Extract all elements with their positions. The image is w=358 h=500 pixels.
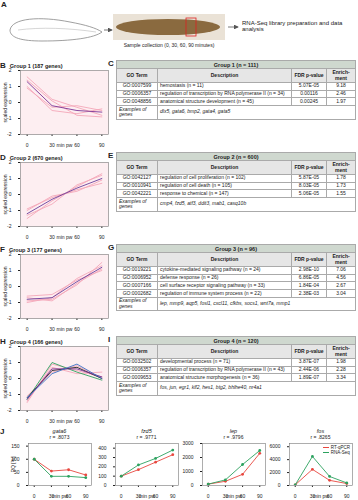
svg-text:min pw: min pw [52,493,68,499]
svg-text:2000: 2000 [182,454,193,460]
svg-text:0: 0 [26,142,29,148]
svg-text:90: 90 [99,234,105,240]
svg-text:300: 300 [98,454,107,460]
svg-text:90: 90 [257,493,263,499]
svg-text:1: 1 [9,175,12,181]
svg-text:2: 2 [9,159,12,165]
svg-text:0: 0 [33,493,36,499]
svg-text:1000: 1000 [182,468,193,474]
svg-text:30: 30 [49,234,55,240]
svg-text:0: 0 [26,234,29,240]
svg-text:0: 0 [9,283,12,289]
svg-text:6000: 6000 [269,443,280,449]
svg-text:min pw: min pw [57,326,73,332]
svg-text:-2: -2 [7,223,12,229]
svg-text:0: 0 [120,493,123,499]
svg-text:0: 0 [9,99,12,105]
svg-text:90: 90 [344,493,350,499]
svg-text:0: 0 [104,482,107,488]
svg-text:0: 0 [294,493,297,499]
svg-text:2: 2 [9,343,12,349]
svg-text:60: 60 [74,142,80,148]
svg-text:60: 60 [74,326,80,332]
svg-text:min pw: min pw [57,142,73,148]
svg-text:scaled expression: scaled expression [2,266,8,306]
svg-text:scaled expression: scaled expression [2,358,8,398]
svg-text:0: 0 [9,375,12,381]
svg-text:-2: -2 [7,407,12,413]
svg-text:2: 2 [9,251,12,257]
svg-text:min pw: min pw [226,493,242,499]
svg-text:2000: 2000 [269,469,280,475]
svg-text:150: 150 [11,443,20,449]
svg-text:0: 0 [26,326,29,332]
svg-text:3000: 3000 [182,440,193,446]
svg-text:1: 1 [9,267,12,273]
svg-text:90: 90 [83,493,89,499]
svg-text:90: 90 [99,326,105,332]
svg-text:scaled expression: scaled expression [2,82,8,122]
svg-text:0: 0 [278,482,281,488]
svg-text:400: 400 [98,445,107,451]
svg-text:60: 60 [74,418,80,424]
svg-text:2: 2 [9,67,12,73]
svg-text:90: 90 [99,142,105,148]
svg-text:1: 1 [9,83,12,89]
svg-text:0: 0 [9,191,12,197]
svg-text:60: 60 [74,234,80,240]
svg-text:90: 90 [170,493,176,499]
svg-text:1: 1 [9,359,12,365]
svg-text:0: 0 [26,418,29,424]
svg-text:90: 90 [99,418,105,424]
svg-text:30: 30 [49,326,55,332]
svg-text:min pw: min pw [57,234,73,240]
svg-text:30: 30 [49,142,55,148]
svg-text:-2: -2 [7,315,12,321]
svg-text:0: 0 [207,493,210,499]
svg-text:200: 200 [98,463,107,469]
svg-text:100: 100 [98,473,107,479]
svg-text:30: 30 [49,418,55,424]
svg-text:scaled expression: scaled expression [2,174,8,214]
svg-text:min pw: min pw [139,493,155,499]
svg-text:0: 0 [191,482,194,488]
svg-text:-2: -2 [7,131,12,137]
svg-text:0: 0 [17,482,20,488]
svg-text:min pw: min pw [313,493,329,499]
svg-text:RQ [%]: RQ [%] [10,456,16,473]
svg-text:min pw: min pw [57,418,73,424]
svg-text:4000: 4000 [269,456,280,462]
